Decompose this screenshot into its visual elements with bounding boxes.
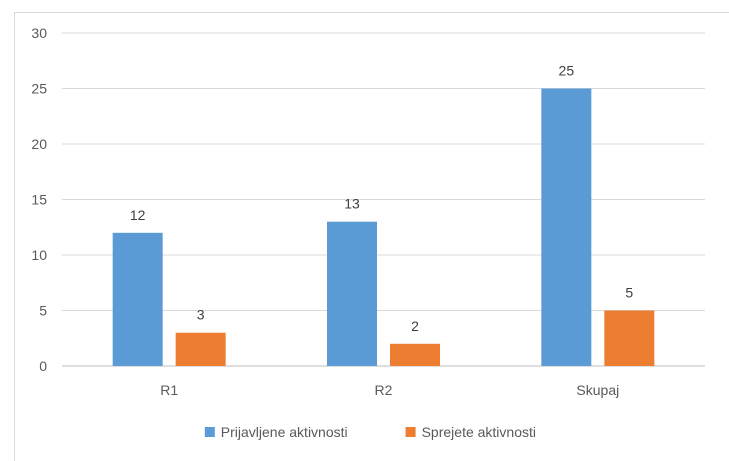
legend-label: Prijavljene aktivnosti xyxy=(221,424,348,440)
data-label: 13 xyxy=(344,196,360,212)
y-tick-label: 10 xyxy=(31,247,47,263)
legend-label: Sprejete aktivnosti xyxy=(422,424,536,440)
data-label: 5 xyxy=(625,285,633,301)
y-tick-label: 5 xyxy=(39,303,47,319)
bar xyxy=(327,221,377,366)
y-tick-label: 25 xyxy=(31,81,47,97)
data-label: 25 xyxy=(559,63,575,79)
legend-swatch xyxy=(204,427,215,437)
bar xyxy=(175,332,226,366)
y-tick-label: 20 xyxy=(31,136,47,152)
data-label: 2 xyxy=(411,318,419,334)
x-tick-label: R2 xyxy=(375,382,393,398)
bar xyxy=(390,343,440,366)
data-label: 3 xyxy=(197,307,205,323)
bar xyxy=(112,232,163,366)
bar xyxy=(604,310,655,366)
data-label: 12 xyxy=(130,207,146,223)
y-tick-label: 30 xyxy=(31,25,47,41)
x-tick-label: Skupaj xyxy=(576,382,619,398)
legend-swatch xyxy=(405,427,416,437)
y-tick-label: 15 xyxy=(31,192,47,208)
bar xyxy=(541,88,592,366)
y-tick-label: 0 xyxy=(39,358,47,374)
chart-border-left xyxy=(14,12,15,461)
chart-border-top xyxy=(14,12,729,13)
x-tick-label: R1 xyxy=(160,382,178,398)
